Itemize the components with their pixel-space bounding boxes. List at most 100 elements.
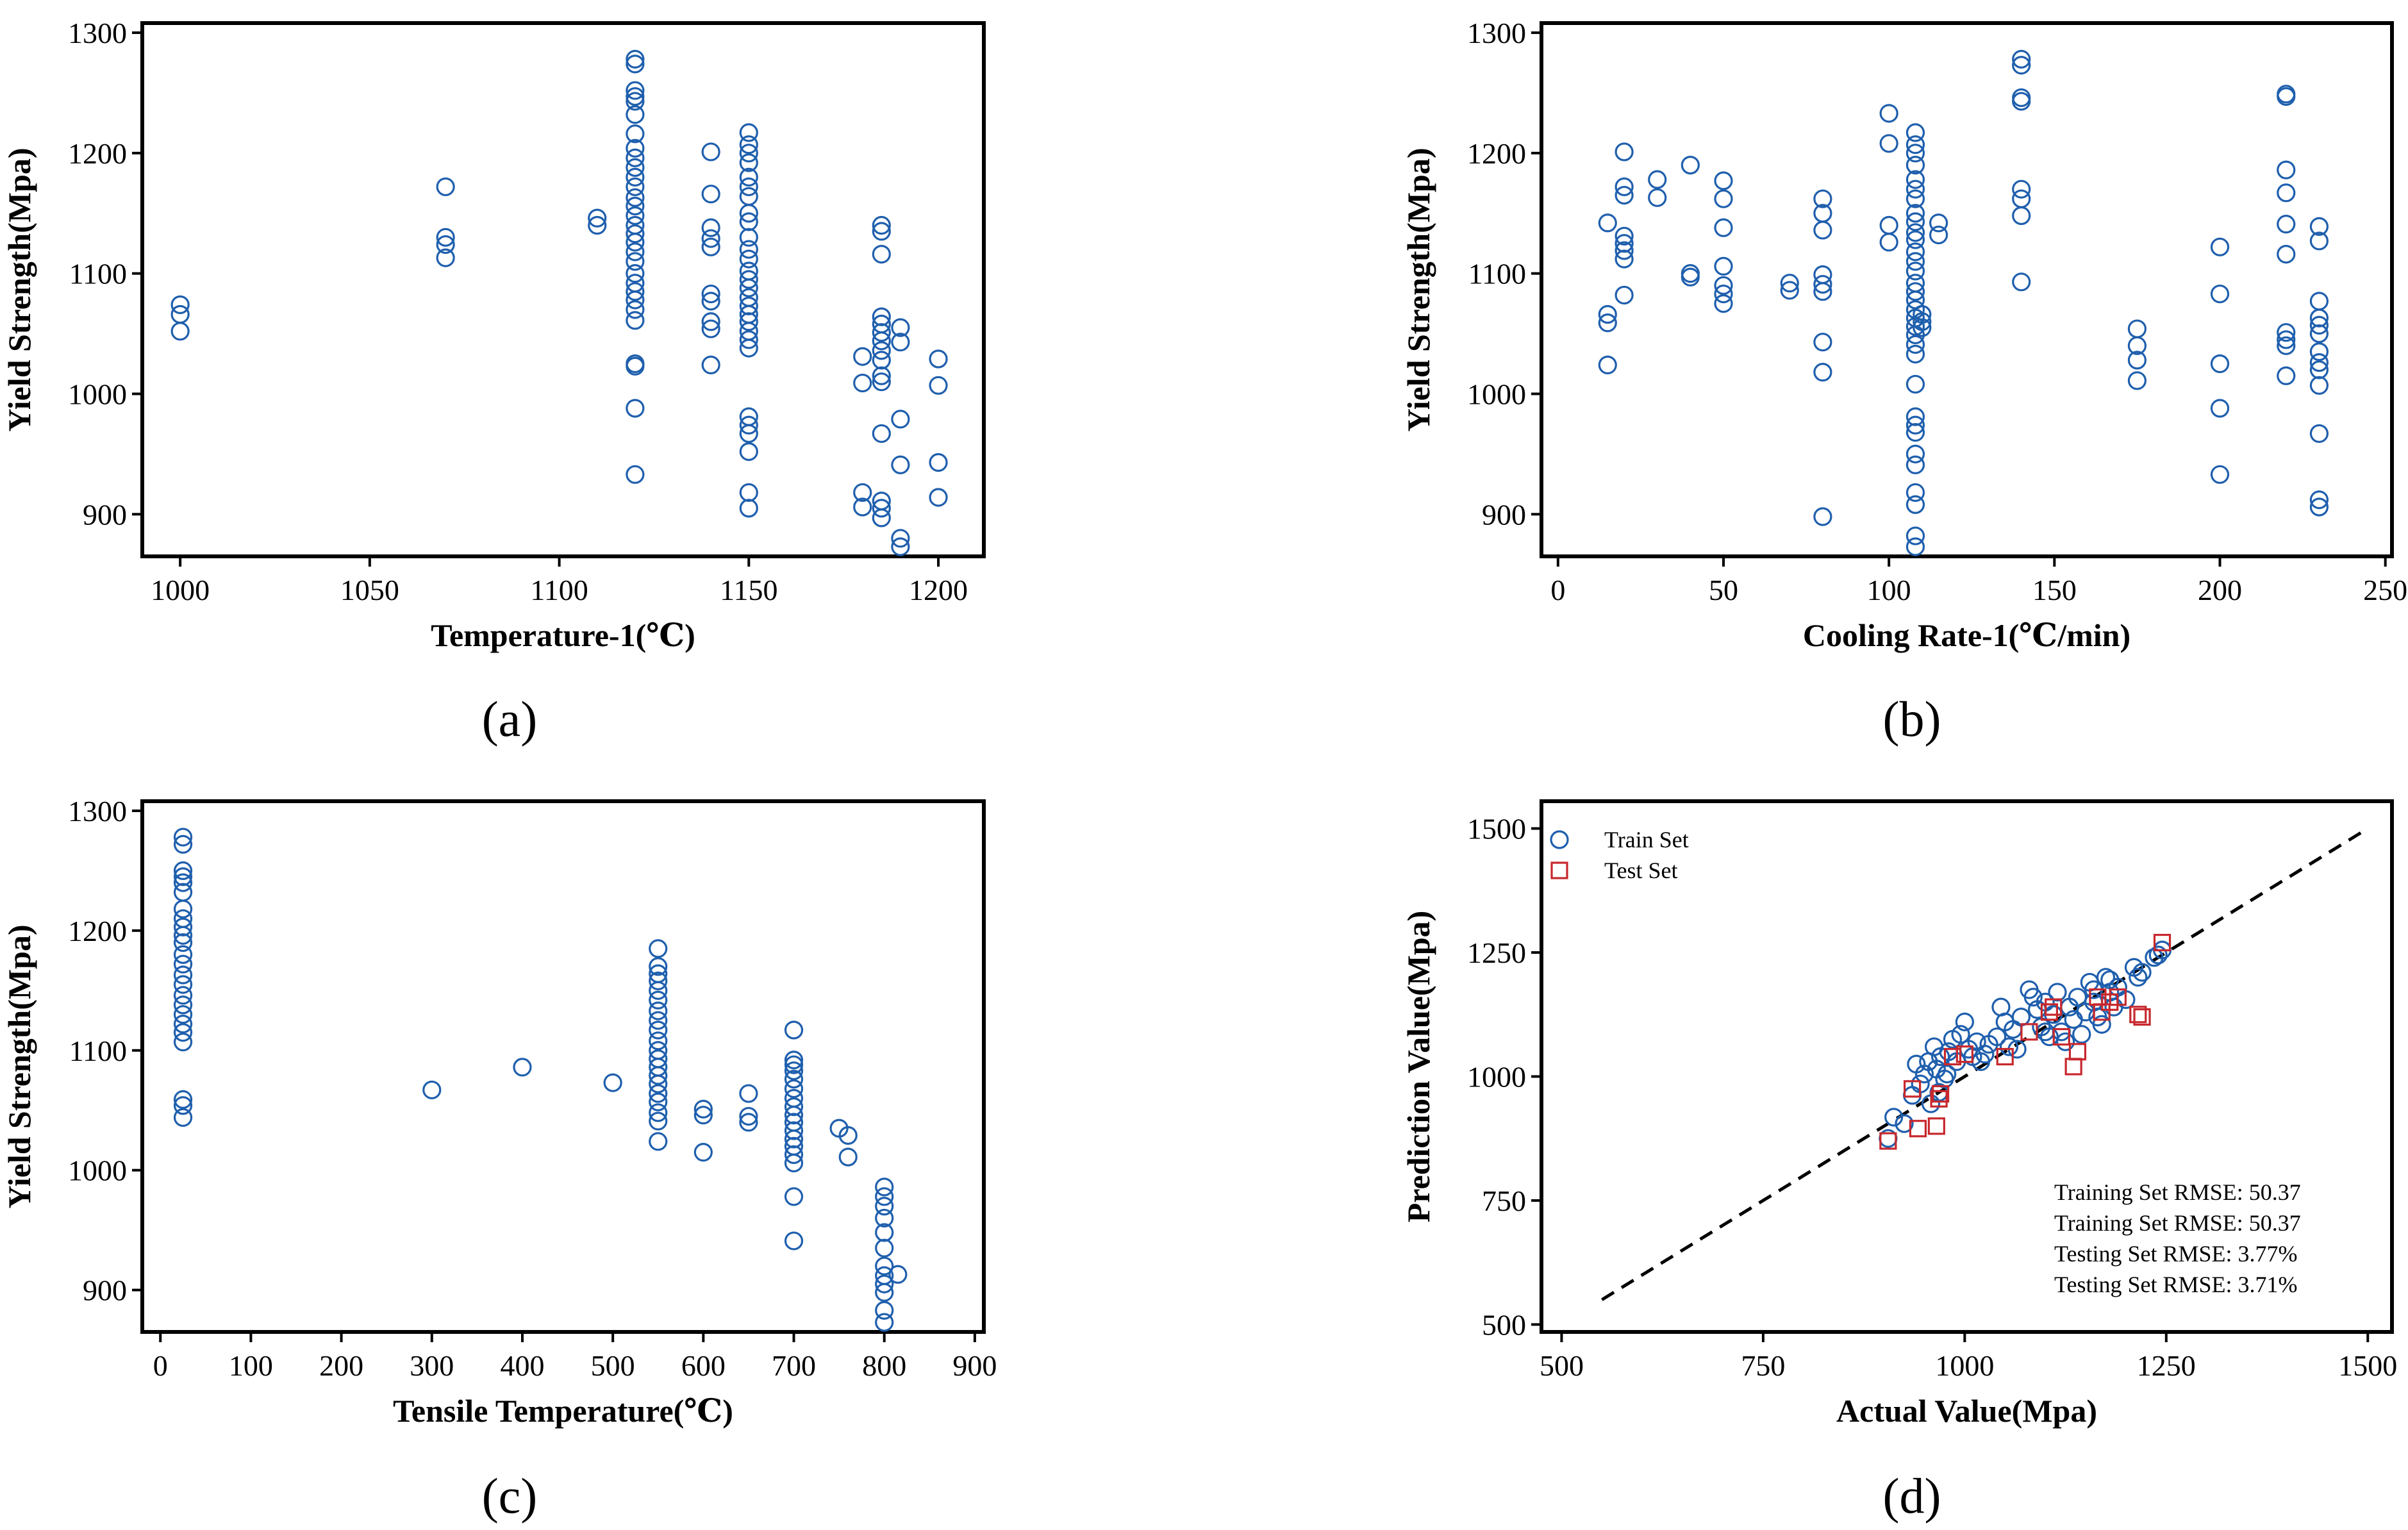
data-point (1906, 204, 1925, 223)
data-point (649, 1111, 668, 1131)
data-point (739, 483, 758, 503)
data-point (739, 1084, 758, 1103)
panel-d: 500 750 1000 1250 1500 500 750 1000 1250 1500 Actu… (1400, 799, 2397, 1524)
x-tick-label: 900 (952, 1349, 997, 1382)
data-point (436, 177, 455, 197)
data-point (1906, 483, 1925, 503)
data-point (2127, 371, 2147, 390)
data-point (1988, 1027, 2007, 1047)
data-point (626, 356, 645, 376)
data-point (649, 1103, 668, 1122)
data-point (1615, 226, 1634, 246)
data-point (872, 331, 891, 351)
data-point (784, 1106, 804, 1125)
data-point (701, 355, 720, 374)
data-point (1906, 422, 1925, 442)
data-point (2045, 998, 2063, 1016)
data-point (1681, 156, 1700, 175)
data-point (1906, 135, 1925, 154)
data-point (784, 1187, 804, 1206)
y-tick-label: 1300 (68, 795, 127, 827)
data-point (701, 229, 720, 248)
data-point (1813, 274, 1832, 294)
data-point (701, 319, 720, 338)
data-point (1879, 134, 1898, 153)
x-tick-label: 100 (1867, 574, 1911, 606)
data-point (2064, 1058, 2082, 1076)
data-point (1813, 507, 1832, 526)
data-point (1879, 1132, 1897, 1150)
data-point (436, 228, 455, 247)
data-point (173, 933, 193, 952)
data-point (872, 366, 891, 385)
y-tick-label: 750 (1482, 1185, 1526, 1217)
data-point (649, 1074, 668, 1093)
data-point (1943, 1047, 1962, 1066)
x-tick-label: 0 (153, 1349, 168, 1382)
legend-square-marker (1550, 861, 1568, 879)
x-tick-label: 1000 (1935, 1349, 1994, 1382)
data-point (739, 187, 758, 206)
data-point (1975, 1045, 1995, 1064)
data-point (173, 1096, 193, 1115)
data-point (1879, 104, 1898, 123)
data-point (2127, 319, 2147, 338)
y-tick-label: 1200 (1467, 137, 1526, 170)
data-point (2127, 336, 2147, 355)
data-point (872, 499, 891, 518)
data-point (872, 351, 891, 370)
data-point (2072, 1025, 2091, 1044)
data-point (173, 1033, 193, 1052)
data-point (2309, 324, 2329, 344)
data-point (626, 399, 645, 418)
data-point (739, 249, 758, 269)
data-point (626, 49, 645, 69)
data-point (1615, 241, 1634, 260)
data-point (1906, 526, 1925, 545)
data-point (173, 926, 193, 945)
data-point (2012, 206, 2031, 226)
data-point (1903, 1080, 1922, 1098)
data-point (626, 124, 645, 144)
data-point (2127, 351, 2147, 370)
data-point (1906, 495, 1925, 514)
x-tick-label: 800 (862, 1349, 906, 1382)
data-point (2210, 465, 2230, 484)
data-point (2309, 424, 2329, 444)
series-data (170, 49, 948, 556)
data-point (626, 252, 645, 271)
y-tick-label: 1100 (69, 258, 127, 290)
data-point (891, 529, 910, 548)
data-point (739, 270, 758, 289)
x-tick-label: 150 (2032, 574, 2077, 606)
x-tick-label: 600 (681, 1349, 726, 1382)
x-tick-label: 50 (1709, 574, 1738, 606)
data-point (173, 873, 193, 892)
x-tick-label: 200 (319, 1349, 363, 1382)
data-point (739, 278, 758, 297)
y-tick-label: 1200 (68, 137, 127, 170)
plot-frame (140, 799, 986, 1334)
data-point (853, 373, 872, 393)
data-point (626, 138, 645, 158)
data-point (739, 228, 758, 247)
data-point (1906, 335, 1925, 354)
data-point (1714, 284, 1733, 304)
data-point (1929, 213, 1948, 233)
x-tick-label: 100 (229, 1349, 273, 1382)
data-point (1906, 212, 1925, 231)
data-point (739, 499, 758, 518)
data-point (693, 1099, 713, 1118)
data-point (588, 208, 607, 228)
data-point (173, 986, 193, 1005)
plot-frame (140, 21, 986, 558)
rmse-annotation: Testing Set RMSE: 3.77% (2054, 1241, 2298, 1267)
data-point (739, 338, 758, 358)
data-point (649, 1001, 668, 1020)
legend-label: Test Set (1604, 858, 1677, 883)
series-test-set (1879, 933, 2171, 1150)
data-point (2052, 1027, 2070, 1046)
data-point (739, 153, 758, 172)
data-point (1906, 444, 1925, 463)
data-point (1996, 1047, 2014, 1066)
